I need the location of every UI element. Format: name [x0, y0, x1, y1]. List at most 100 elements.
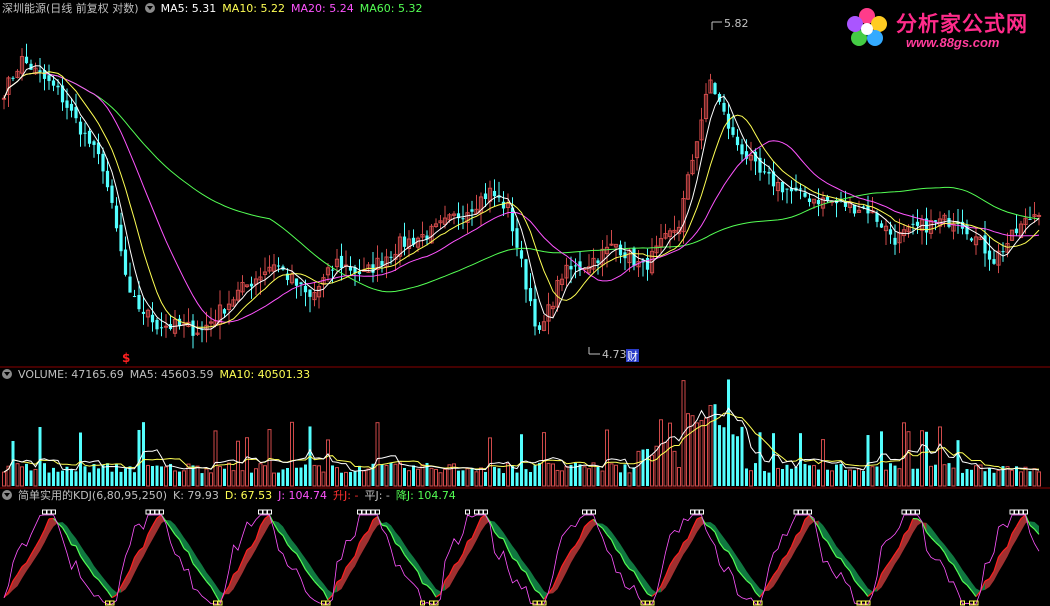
candle-body-down	[461, 218, 465, 220]
finance-marker-box[interactable]	[626, 349, 639, 362]
kdj-k-segment	[651, 592, 657, 597]
volume-bar-up	[884, 469, 888, 487]
candle-body-up	[550, 305, 556, 310]
candle-body-up	[226, 303, 232, 311]
kdj-k-segment	[809, 514, 815, 521]
volume-panel[interactable]	[2, 379, 1041, 487]
kdj-k-segment	[705, 524, 711, 529]
kdj-label: D: 67.53	[224, 489, 273, 502]
kdj-fill-band	[1012, 526, 1017, 548]
volume-bar-down	[965, 469, 969, 486]
kdj-j-line	[3, 514, 1040, 605]
kdj-fill-band	[800, 519, 805, 543]
volume-bar-up	[704, 417, 708, 487]
kdj-k-segment	[854, 579, 860, 587]
kdj-fill-band	[607, 526, 612, 540]
candle-body-up	[676, 226, 682, 235]
kdj-k-segment	[124, 569, 131, 579]
candle-body-up	[262, 271, 268, 276]
kdj-k-segment	[264, 514, 270, 519]
candle-body-down	[569, 265, 573, 270]
kdj-fill-band	[1007, 533, 1012, 557]
volume-bar-up	[650, 454, 654, 487]
candle-body-up	[586, 266, 592, 274]
volume-bar-down	[371, 463, 375, 486]
kdj-k-segment	[849, 570, 856, 581]
volume-bar-down	[983, 471, 987, 486]
kdj-k-segment	[489, 521, 496, 533]
kdj-k-segment	[1006, 533, 1013, 547]
kdj-panel[interactable]	[3, 509, 1040, 606]
kdj-fill-band	[107, 583, 112, 598]
volume-bar-down	[731, 434, 735, 486]
kdj-fill-band	[661, 576, 666, 593]
volume-bar-up	[560, 470, 564, 487]
volume-bar-up	[186, 463, 191, 487]
kdj-k-segment	[512, 557, 518, 562]
volume-bar-down	[484, 471, 487, 486]
kdj-fill-band	[458, 553, 463, 571]
volume-bar-down	[106, 463, 109, 486]
candle-body-down	[965, 225, 969, 235]
collapse-icon[interactable]	[144, 3, 155, 13]
collapse-icon[interactable]	[2, 490, 12, 500]
volume-bar-up	[1019, 471, 1023, 487]
candle-body-down	[915, 221, 920, 226]
candle-body-down	[470, 209, 474, 212]
candle-body-up	[564, 264, 569, 279]
candle-body-down	[276, 265, 281, 267]
candle-body-down	[380, 260, 384, 266]
kdj-fill-band	[467, 538, 472, 556]
kdj-k-segment	[273, 523, 280, 532]
volume-bar-up	[659, 419, 663, 487]
kdj-k-segment	[615, 548, 621, 555]
candle-body-down	[339, 255, 344, 269]
price-panel[interactable]	[1, 43, 1042, 349]
kdj-fill-band	[319, 578, 324, 591]
kdj-fill-band	[247, 546, 252, 564]
kdj-k-segment	[255, 525, 262, 540]
candle-body-up	[897, 231, 902, 244]
collapse-icon[interactable]	[2, 369, 12, 379]
candle-body-down	[101, 153, 105, 172]
candle-body-up	[433, 223, 439, 228]
candle-body-down	[1028, 218, 1032, 220]
kdj-fill-band	[188, 543, 193, 564]
volume-bar-up	[870, 466, 875, 487]
volume-bar-down	[511, 465, 514, 486]
candle-body-up	[208, 321, 214, 324]
candle-body-down	[618, 244, 623, 256]
kdj-fill-band	[265, 515, 270, 533]
finance-marker-label[interactable]: 财	[627, 349, 638, 363]
volume-bar-down	[142, 422, 145, 486]
kdj-fill-band	[773, 569, 778, 587]
kdj-k-segment	[948, 560, 954, 566]
kdj-k-segment	[674, 552, 680, 559]
volume-bar-up	[420, 464, 425, 487]
kdj-k-segment	[633, 571, 640, 580]
kdj-k-segment	[151, 517, 158, 527]
kdj-fill-band	[1030, 521, 1035, 530]
kdj-k-segment	[187, 551, 194, 564]
kdj-fill-band	[823, 525, 828, 542]
candle-body-up	[442, 217, 448, 225]
candle-body-down	[285, 273, 290, 281]
candle-body-up	[883, 225, 889, 232]
kdj-k-segment	[183, 548, 189, 553]
volume-bar-down	[772, 433, 775, 486]
kdj-fill-band	[364, 531, 369, 550]
volume-bar-up	[951, 467, 956, 487]
candle-body-down	[87, 130, 92, 144]
kdj-k-segment	[507, 549, 514, 559]
kdj-fill-band	[787, 546, 792, 565]
kdj-k-segment	[250, 538, 257, 548]
kdj-peak-marker	[375, 509, 380, 515]
kdj-k-segment	[763, 582, 770, 591]
kdj-k-segment	[831, 549, 838, 558]
kdj-k-segment	[678, 542, 685, 553]
kdj-k-segment	[727, 551, 734, 560]
candle-body-down	[933, 220, 938, 222]
dividend-marker-label[interactable]: $	[122, 351, 130, 365]
kdj-k-segment	[534, 589, 540, 594]
